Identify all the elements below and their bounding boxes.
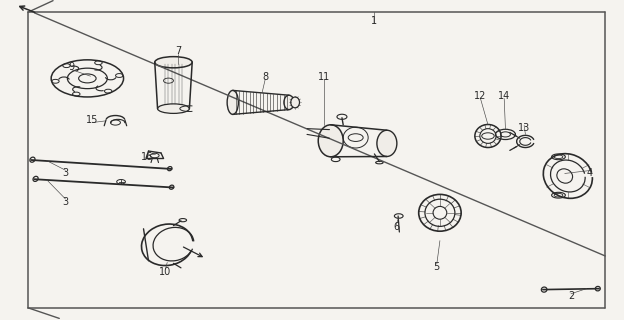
Ellipse shape [227,91,238,115]
Text: 16: 16 [140,152,153,162]
Text: 4: 4 [587,168,593,178]
Text: 6: 6 [393,222,399,232]
Text: 3: 3 [62,196,69,207]
Text: 1: 1 [371,16,378,26]
Ellipse shape [318,125,343,157]
Ellipse shape [377,130,397,156]
Text: 9: 9 [69,62,75,72]
Text: 2: 2 [568,291,574,301]
Text: 15: 15 [86,115,99,125]
Text: 11: 11 [318,72,331,82]
Ellipse shape [291,97,300,108]
Text: 12: 12 [474,91,487,101]
Text: 13: 13 [518,123,530,133]
Text: 8: 8 [262,72,268,82]
Text: 14: 14 [498,91,510,101]
Text: 10: 10 [159,267,172,277]
Ellipse shape [155,57,192,68]
Text: 3: 3 [62,168,69,178]
Ellipse shape [157,104,190,113]
Text: 7: 7 [175,46,181,56]
Text: 5: 5 [434,262,440,272]
Ellipse shape [284,95,294,109]
